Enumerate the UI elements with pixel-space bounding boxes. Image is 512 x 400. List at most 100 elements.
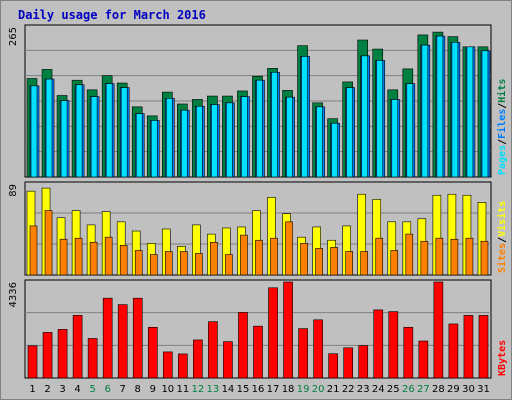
legend-separator: /	[497, 103, 508, 109]
sites-bar	[195, 253, 203, 276]
kbytes-bar	[147, 326, 158, 379]
legend-visits: Visits	[496, 201, 508, 237]
legend-top: Pages/Files/Hits	[496, 79, 508, 175]
sites-bar	[89, 241, 98, 276]
kbytes-bar	[87, 338, 98, 379]
kbytes-bar	[132, 297, 143, 379]
day-label: 19	[297, 384, 310, 395]
day-label: 30	[462, 384, 475, 395]
legend-bot: KBytes	[497, 340, 508, 376]
kbytes-bar	[343, 347, 354, 379]
day-label: 3	[59, 384, 65, 395]
day-label: 23	[357, 384, 370, 395]
pages-bar	[241, 96, 248, 178]
pages-bar	[406, 83, 414, 178]
pages-bar	[481, 50, 489, 178]
day-label: 5	[89, 384, 95, 395]
kbytes-bar	[253, 325, 263, 379]
kbytes-bar	[117, 304, 128, 379]
x-day-labels: 1 2 3 4 5 6 7 8 9 10 11 12 13 14 15 16 17 18 19 20 21 22 23 24 2…	[29, 384, 490, 395]
y-max-label-mid: 89	[8, 184, 19, 197]
kbytes-bar	[283, 281, 293, 379]
day-label: 16	[252, 384, 265, 395]
pages-bar	[256, 79, 263, 178]
sites-bar	[360, 251, 369, 276]
sites-bar	[104, 236, 113, 276]
sites-bar	[390, 250, 399, 276]
pages-bar	[165, 98, 173, 178]
day-label: 13	[207, 384, 220, 395]
day-label: 22	[342, 384, 355, 395]
kbytes-bar	[313, 319, 323, 379]
kbytes-bar	[403, 326, 414, 379]
pages-bar	[451, 41, 459, 178]
day-label: 7	[120, 384, 126, 395]
pages-bar	[316, 106, 323, 178]
day-label: 26	[402, 384, 415, 395]
day-label: 6	[104, 384, 110, 395]
pages-bar	[361, 55, 369, 178]
pages-bar	[75, 84, 83, 178]
kbytes-bar	[448, 323, 459, 379]
kbytes-bar	[373, 309, 384, 379]
pages-bar	[196, 105, 203, 178]
y-max-label-bot: 4336	[8, 282, 19, 307]
sites-bar	[405, 233, 414, 276]
pages-bar	[376, 60, 384, 178]
legend-kbytes: KBytes	[497, 340, 508, 376]
kbytes-bar	[193, 339, 203, 379]
day-label: 2	[44, 384, 50, 395]
kbytes-bar	[418, 340, 429, 379]
legend-files: Files	[496, 109, 508, 139]
sites-bar	[255, 239, 263, 276]
day-label: 10	[161, 384, 174, 395]
pages-bar	[436, 35, 444, 178]
kbytes-bar	[72, 315, 83, 379]
sites-bar	[164, 251, 173, 276]
pages-bar	[211, 104, 218, 178]
sites-bar	[315, 248, 323, 276]
pages-bar	[135, 113, 143, 178]
pages-bar	[301, 56, 308, 178]
pages-bar	[60, 100, 68, 178]
legend-pages: Pages	[497, 145, 508, 175]
sites-bar	[465, 237, 474, 276]
kbytes-bar	[42, 332, 53, 379]
sites-bar	[375, 237, 384, 276]
sites-bar	[450, 238, 459, 276]
kbytes-bar	[463, 315, 474, 379]
y-max-label-top: 265	[8, 27, 19, 46]
pages-bar	[120, 87, 128, 178]
legend-separator: /	[497, 237, 508, 243]
day-label: 9	[150, 384, 156, 395]
sites-bar	[180, 251, 188, 276]
day-label: 18	[282, 384, 295, 395]
legend-hits: Hits	[496, 79, 508, 103]
kbytes-bar	[328, 353, 338, 379]
pages-bar	[150, 120, 158, 178]
day-label: 21	[327, 384, 340, 395]
day-label: 15	[237, 384, 250, 395]
pages-bar	[466, 46, 474, 178]
sites-bar	[29, 225, 38, 276]
kbytes-bar	[433, 281, 444, 379]
pages-bar	[286, 96, 293, 178]
day-label: 20	[312, 384, 325, 395]
day-label: 25	[387, 384, 400, 395]
legend-separator: /	[497, 139, 508, 145]
sites-bar	[420, 240, 429, 276]
kbytes-bar	[388, 311, 399, 379]
sites-bar	[119, 245, 128, 276]
panels-layer	[24, 24, 492, 379]
day-label: 17	[267, 384, 280, 395]
kbytes-bar	[223, 341, 233, 379]
sites-bar	[210, 241, 218, 276]
kbytes-bar	[102, 297, 113, 379]
day-label: 27	[417, 384, 430, 395]
kbytes-bar	[208, 321, 218, 379]
sites-bar	[435, 237, 444, 276]
kbytes-bar	[268, 287, 278, 379]
pages-bar	[391, 99, 399, 178]
kbytes-bar	[478, 315, 489, 379]
